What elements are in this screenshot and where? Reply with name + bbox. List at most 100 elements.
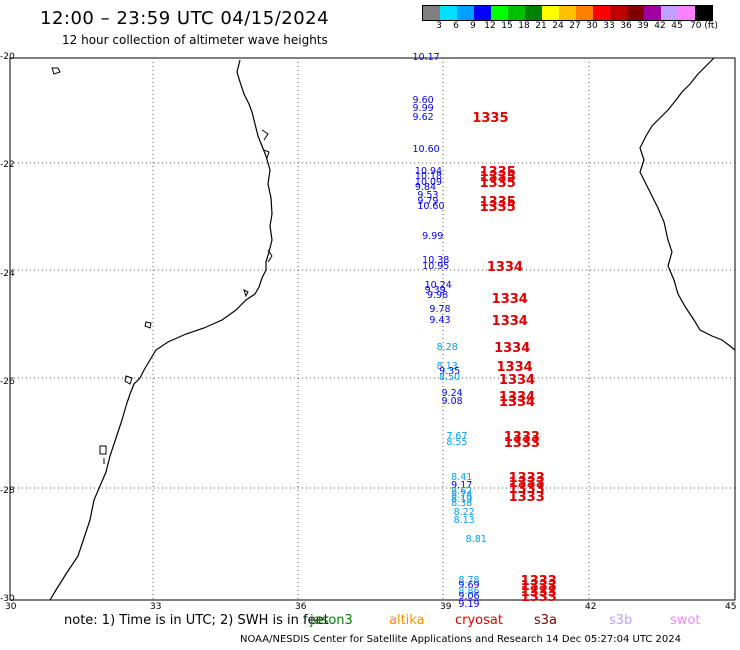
wave-height-value: 9.43 (429, 314, 451, 326)
pass-time-label: 1334 (491, 313, 528, 329)
y-axis-tick-label: -26 (0, 377, 15, 388)
pass-time-label: 1334 (486, 259, 524, 275)
wave-height-value: 9.24 (441, 388, 463, 400)
legend-swatch (644, 6, 661, 20)
y-axis-tick-label: -24 (0, 268, 15, 279)
legend-swatch (525, 6, 542, 20)
x-axis-tick-label: 42 (585, 602, 597, 612)
color-scale-legend (422, 5, 713, 21)
legend-label: 42 (654, 21, 666, 31)
pass-time-label: 1334 (491, 292, 528, 308)
legend-label: 45 (671, 21, 683, 31)
pass-time-label: 1333 (520, 584, 557, 600)
credit-line: NOAA/NESDIS Center for Satellite Applica… (240, 634, 682, 645)
legend-label: 3 (436, 21, 442, 31)
legend-label: 9 (470, 21, 476, 31)
wave-height-value: 8.13 (436, 360, 458, 372)
wave-height-value: 10.60 (417, 201, 445, 213)
pass-time-label: 1333 (520, 579, 557, 595)
wave-height-value: 7.67 (446, 431, 468, 443)
pass-time-label: 1335 (479, 194, 516, 210)
wave-height-value: 10.09 (414, 176, 443, 188)
inland-border (99, 445, 107, 464)
x-axis-tick-label: 33 (150, 602, 162, 612)
wave-height-value: 9.84 (414, 182, 437, 194)
wave-height-value: 9.99 (412, 103, 434, 115)
inland-lake (51, 67, 61, 75)
pass-time-label: 1333 (508, 471, 545, 487)
pass-time-label: 1333 (503, 435, 540, 451)
pass-time-label: 1335 (472, 110, 509, 126)
wave-height-value: 10.18 (414, 171, 443, 183)
wave-height-value: 9.17 (451, 480, 473, 492)
legend-label: 15 (501, 21, 513, 31)
pass-time-label: 1334 (498, 373, 536, 389)
wave-height-value: 8.13 (453, 515, 475, 527)
legend-label: 21 (535, 21, 547, 31)
pass-time-label: 1333 (520, 590, 557, 606)
wave-height-value: 9.62 (412, 111, 434, 123)
footer-note: note: 1) Time is in UTC; 2) SWH is in fe… (64, 613, 329, 628)
pass-time-label: 1333 (503, 430, 540, 446)
wave-height-value: 8.62 (451, 485, 473, 497)
wave-height-value: 9.53 (417, 190, 439, 202)
wave-height-value: 10.60 (412, 144, 440, 156)
wave-height-value: 10.17 (412, 52, 440, 63)
wave-height-value: 8.41 (451, 472, 473, 484)
x-axis-tick-label: 39 (440, 602, 452, 612)
legend-label: 27 (569, 21, 581, 31)
x-axis-tick-label: 30 (5, 602, 17, 612)
wave-height-value: 10.38 (422, 255, 450, 267)
satellite-altika-label: altika (389, 613, 425, 628)
pass-time-label: 1333 (508, 481, 545, 497)
wave-height-value: 10.94 (414, 165, 443, 177)
legend-swatch (474, 6, 491, 20)
pass-time-label: 1333 (520, 574, 557, 590)
satellite-jason3-label: jason3 (310, 613, 353, 628)
y-axis-tick-label: -20 (0, 52, 15, 62)
wave-height-value: 8.22 (453, 507, 475, 519)
y-axis-tick-label: -30 (0, 594, 15, 604)
wave-height-value: 8.19 (451, 493, 473, 505)
pass-time-label: 1335 (479, 200, 516, 216)
pass-time-label: 1335 (479, 164, 516, 180)
pass-time-label: 1333 (508, 490, 545, 506)
map-subtitle: 12 hour collection of altimeter wave hei… (62, 33, 328, 47)
legend-swatch (508, 6, 525, 20)
pass-time-label: 1334 (494, 340, 531, 356)
satellite-cryosat-label: cryosat (455, 613, 503, 628)
wave-height-value: 9.19 (458, 599, 480, 611)
wave-height-value: 8.50 (439, 371, 461, 383)
wave-height-value: 8.28 (436, 341, 458, 353)
wave-height-value: 9.99 (422, 230, 444, 242)
legend-swatch (695, 6, 712, 20)
legend-swatch (661, 6, 678, 20)
y-axis-tick-label: -22 (0, 160, 15, 171)
wave-height-value: 9.78 (429, 304, 451, 316)
satellite-s3b-label: s3b (609, 613, 633, 628)
legend-swatch (491, 6, 508, 20)
x-axis-tick-label: 36 (295, 602, 307, 612)
legend-swatch (542, 6, 559, 20)
legend-swatch (678, 6, 695, 20)
wave-height-value: 9.06 (458, 591, 480, 603)
legend-swatch (440, 6, 457, 20)
coast-inlet (261, 129, 273, 263)
madagascar-coastline (639, 57, 736, 351)
wave-height-value: 9.60 (412, 95, 434, 107)
legend-label: 39 (637, 21, 649, 31)
legend-swatch (627, 6, 644, 20)
wave-height-value: 10.95 (422, 260, 450, 272)
wave-height-value: 8.86 (458, 585, 480, 597)
wave-height-value: 9.35 (439, 366, 461, 378)
wave-height-value: 8.81 (465, 534, 487, 546)
pass-time-label: 1335 (479, 175, 516, 191)
pass-time-label: 1334 (498, 395, 536, 411)
legend-label: 36 (620, 21, 632, 31)
pass-time-label: 1333 (508, 476, 545, 492)
legend-label: 6 (453, 21, 459, 31)
wave-height-value: 9.69 (458, 580, 480, 592)
pass-time-label: 1334 (498, 389, 536, 405)
legend-label: 24 (552, 21, 564, 31)
legend-swatch (576, 6, 593, 20)
